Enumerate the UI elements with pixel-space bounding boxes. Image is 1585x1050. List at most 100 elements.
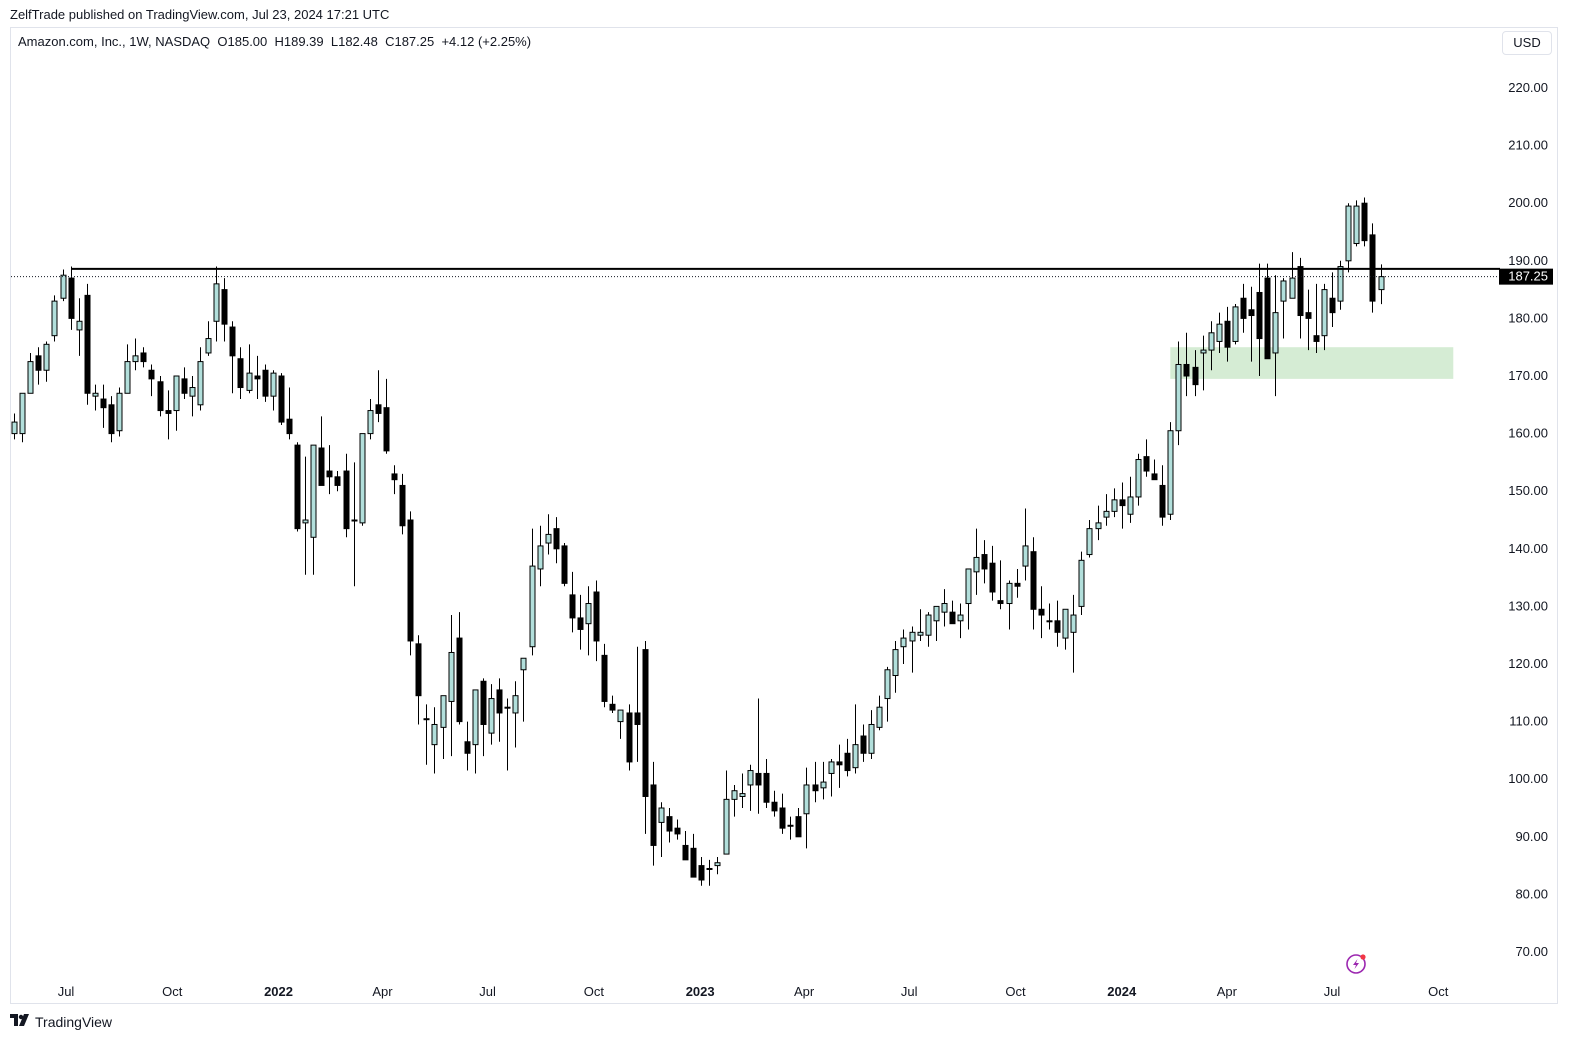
candle <box>399 473 406 535</box>
candle-body-up <box>617 709 624 723</box>
last-price-label: 187.25 <box>1508 269 1548 284</box>
candle <box>1014 568 1021 598</box>
candle <box>706 859 713 886</box>
candle <box>197 347 204 411</box>
candle-body-down <box>456 637 463 723</box>
candle-body-down <box>860 735 867 754</box>
candle-body-down <box>343 470 350 530</box>
candle <box>755 698 762 814</box>
candle-body-down <box>262 369 269 397</box>
candle-body-up <box>1046 620 1053 623</box>
candle-body-up <box>900 637 907 648</box>
candle-body-up <box>1378 276 1385 291</box>
publisher-note: ZelfTrade published on TradingView.com, … <box>10 7 390 22</box>
candle <box>205 321 212 356</box>
candle <box>795 808 802 838</box>
candle <box>933 605 940 641</box>
candle <box>820 761 827 800</box>
candle <box>11 413 18 440</box>
candle-body-down <box>1014 582 1021 587</box>
price-tick-label: 150.00 <box>1508 483 1548 498</box>
candle <box>1345 203 1352 273</box>
candle <box>440 695 447 760</box>
price-axis: 220.00 210.00 200.00 190.00 180.00 170.00 160.… <box>1499 80 1553 959</box>
price-tick-label: 110.00 <box>1509 714 1548 729</box>
time-axis: Jul Oct 2022 Apr Jul Oct 2023 Apr Jul Oct 2024 Apr J… <box>58 984 1449 999</box>
candle-body-down <box>836 761 843 766</box>
last-price-badge <box>1499 268 1553 285</box>
candle-body-up <box>512 695 519 714</box>
candle-body-up <box>965 568 972 605</box>
candle <box>318 416 325 486</box>
candle <box>229 321 236 394</box>
candle-body-up <box>472 689 479 746</box>
candle <box>909 626 916 673</box>
candle <box>294 442 301 532</box>
candle-body-up <box>116 392 123 432</box>
candle-body-down <box>569 594 576 619</box>
price-tick-label: 70.00 <box>1515 944 1548 959</box>
candle <box>1256 263 1263 376</box>
candle <box>803 767 810 849</box>
candle <box>787 816 794 840</box>
candle-body-down <box>84 294 91 394</box>
support-zone[interactable] <box>1170 347 1454 379</box>
time-tick-label: Apr <box>794 984 815 999</box>
candle-body-down <box>1192 366 1199 386</box>
candle <box>520 657 527 722</box>
chart-frame <box>10 27 1558 1004</box>
candle-body-up <box>957 614 964 622</box>
candle-body-up <box>246 372 253 391</box>
candle <box>585 586 592 656</box>
candle-body-up <box>310 444 317 538</box>
candle-body-up <box>1272 312 1279 354</box>
candle-body-up <box>1337 266 1344 302</box>
candle <box>981 540 988 584</box>
candle <box>359 433 366 526</box>
candle-body-up <box>933 605 940 622</box>
candle <box>666 808 673 843</box>
candle <box>1062 608 1069 650</box>
candle <box>1095 505 1102 541</box>
candle <box>254 355 261 400</box>
candle <box>682 831 689 861</box>
candle <box>116 387 123 437</box>
candle <box>868 710 875 760</box>
candle-body-down <box>553 528 560 550</box>
candle <box>917 609 924 641</box>
candle-body-down <box>254 375 261 380</box>
candle-body-down <box>1361 202 1368 242</box>
candle-body-up <box>973 556 980 573</box>
candle-body-up <box>658 807 665 823</box>
candle-body-up <box>351 519 358 522</box>
time-tick-label: Oct <box>162 984 183 999</box>
candle <box>423 704 430 765</box>
candle-body-up <box>868 723 875 754</box>
candle <box>714 856 721 875</box>
candle-body-down <box>1119 499 1126 507</box>
candle-body-up <box>1127 496 1134 515</box>
support-zone-layer <box>1170 347 1454 379</box>
candle-body-up <box>213 283 220 322</box>
candle <box>464 721 471 771</box>
candle <box>973 528 980 595</box>
currency-button[interactable]: USD <box>1502 31 1552 55</box>
alert-icon[interactable] <box>1346 954 1366 974</box>
candle <box>157 376 164 417</box>
candle <box>246 344 253 394</box>
candle-body-down <box>35 355 42 371</box>
candle <box>472 689 479 774</box>
candle-body-up <box>504 706 511 709</box>
candle-body-up <box>747 770 754 786</box>
candle <box>1378 264 1385 305</box>
candle-body-down <box>157 381 164 412</box>
candle-body-down <box>1183 363 1190 377</box>
candle <box>537 525 544 587</box>
candle-body-up <box>1232 306 1239 342</box>
time-tick-label: 2022 <box>264 984 293 999</box>
time-tick-label: Oct <box>584 984 605 999</box>
candle-body-down <box>140 352 147 363</box>
candle <box>1280 278 1287 339</box>
candle-body-down <box>221 289 228 325</box>
